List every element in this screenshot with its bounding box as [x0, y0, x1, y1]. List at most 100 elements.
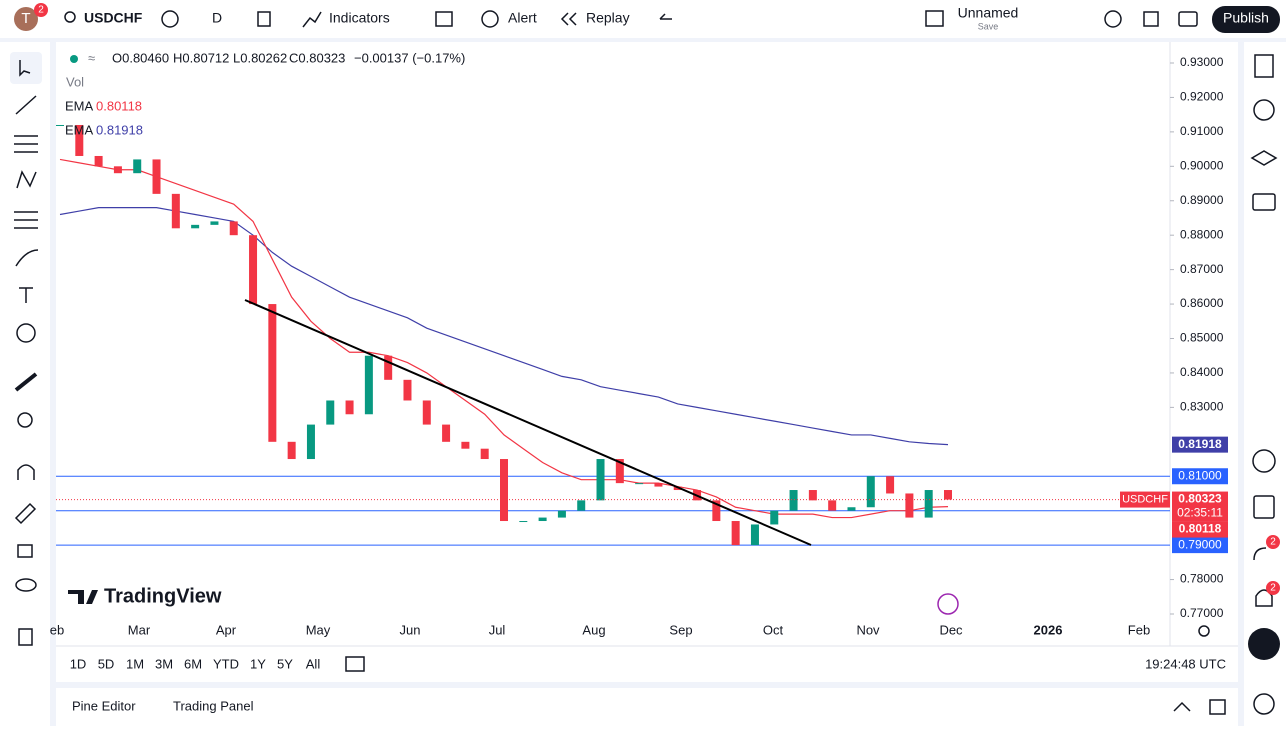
legend-close: C0.80323 — [289, 50, 345, 65]
y-tick-label: 0.92000 — [1180, 90, 1224, 104]
layout-name[interactable]: Unnamed — [958, 5, 1019, 21]
candle — [422, 400, 431, 425]
candle — [770, 510, 779, 525]
candle-icon[interactable] — [257, 11, 271, 27]
candle — [94, 155, 103, 167]
maximize[interactable] — [1209, 699, 1226, 715]
y-tick-label: 0.84000 — [1180, 365, 1224, 379]
candle — [171, 193, 180, 229]
y-tick-label: 0.93000 — [1180, 55, 1224, 69]
range-button[interactable]: All — [306, 656, 321, 671]
prediction-tool[interactable] — [14, 211, 38, 229]
templates-icon[interactable] — [435, 11, 453, 27]
indicators-icon — [302, 11, 322, 28]
layout-icon[interactable] — [925, 10, 944, 27]
pattern-tool[interactable] — [16, 170, 37, 189]
range-button[interactable]: YTD — [213, 656, 239, 671]
help-icon[interactable] — [1253, 693, 1275, 715]
settings-icon[interactable] — [1104, 10, 1122, 28]
y-tick-label: 0.78000 — [1180, 572, 1224, 586]
watchlist-icon[interactable] — [1254, 54, 1274, 78]
candle — [538, 517, 547, 522]
apps-button[interactable] — [1248, 628, 1280, 660]
brush-tool[interactable] — [15, 249, 39, 267]
add-icon[interactable] — [161, 10, 179, 28]
candle — [635, 483, 644, 485]
badge-count: 2 — [1270, 537, 1276, 548]
range-button[interactable]: 1Y — [250, 656, 266, 671]
candle — [750, 524, 759, 546]
candle — [364, 355, 373, 415]
y-tick-label: 0.77000 — [1180, 606, 1224, 620]
date-range-icon[interactable] — [345, 656, 365, 672]
text-tool[interactable] — [19, 287, 33, 303]
magnet-tool[interactable] — [17, 464, 35, 480]
candle — [712, 500, 721, 522]
legend-open: O0.80460 — [112, 50, 169, 65]
range-button[interactable]: 3M — [155, 656, 173, 671]
candle — [808, 490, 817, 501]
pine-editor[interactable]: Pine Editor — [72, 698, 136, 713]
candle — [133, 159, 142, 174]
candle — [306, 424, 315, 460]
axis-settings[interactable] — [1198, 625, 1210, 637]
x-tick-label: Jul — [489, 622, 506, 637]
candle — [152, 159, 161, 194]
replay[interactable]: Replay — [586, 10, 630, 26]
publish-button[interactable] — [1212, 6, 1280, 33]
indicators[interactable]: Indicators — [329, 10, 390, 26]
range-button[interactable]: 5D — [98, 656, 115, 671]
range-button[interactable]: 1D — [70, 656, 87, 671]
ruler-tool[interactable] — [14, 372, 38, 392]
target-icon[interactable] — [1252, 449, 1276, 473]
candle — [828, 500, 837, 511]
candle — [557, 510, 566, 518]
snapshot-icon[interactable] — [1178, 11, 1198, 27]
clock: 19:24:48 UTC — [1145, 656, 1226, 671]
calendar-icon[interactable] — [1253, 495, 1275, 519]
trading-panel[interactable]: Trading Panel — [173, 698, 254, 713]
vol-label: Vol — [66, 74, 84, 89]
layers-icon[interactable] — [1250, 150, 1278, 166]
ema-value: 0.81918 — [96, 122, 143, 137]
alerts-icon[interactable] — [1253, 99, 1275, 121]
cursor-tool[interactable] — [10, 52, 42, 84]
trash-tool[interactable] — [18, 628, 33, 646]
events-icon[interactable] — [937, 593, 959, 615]
candle — [461, 441, 470, 449]
notifications-icon[interactable] — [1255, 589, 1273, 607]
x-tick-label: Nov — [856, 622, 880, 637]
trendline-tool[interactable] — [15, 95, 37, 115]
lock-draw-tool[interactable] — [14, 502, 37, 525]
range-button[interactable]: 1M — [126, 656, 144, 671]
x-tick-label: Mar — [128, 622, 151, 637]
candle — [268, 304, 277, 442]
alert[interactable]: Alert — [508, 10, 537, 26]
zoom-tool[interactable] — [17, 412, 33, 428]
emoji-tool[interactable] — [16, 323, 36, 343]
range-button[interactable]: 5Y — [277, 656, 293, 671]
interval[interactable]: D — [212, 10, 222, 26]
symbol[interactable]: USDCHF — [84, 10, 143, 26]
feed-icon[interactable] — [1253, 547, 1267, 561]
market-dot — [70, 55, 78, 63]
visibility-tool[interactable] — [15, 578, 37, 592]
y-tick-label: 0.89000 — [1180, 193, 1224, 207]
collapse[interactable] — [1173, 701, 1191, 712]
save[interactable]: Save — [978, 21, 999, 31]
price-tag — [1172, 491, 1228, 522]
y-tick-label: 0.90000 — [1180, 158, 1224, 172]
fib-tool[interactable] — [14, 135, 38, 153]
x-tick-label: Oct — [763, 622, 784, 637]
watermark: TradingView — [104, 585, 222, 607]
legend-high: H0.80712 — [173, 50, 229, 65]
avatar[interactable] — [14, 7, 38, 31]
lock-tool[interactable] — [17, 544, 33, 558]
y-tick-label: 0.87000 — [1180, 262, 1224, 276]
chat-icon[interactable] — [1252, 193, 1276, 211]
fullscreen-icon[interactable] — [1143, 11, 1159, 27]
candle — [249, 235, 258, 305]
range-button[interactable]: 6M — [184, 656, 202, 671]
undo[interactable] — [659, 13, 672, 20]
